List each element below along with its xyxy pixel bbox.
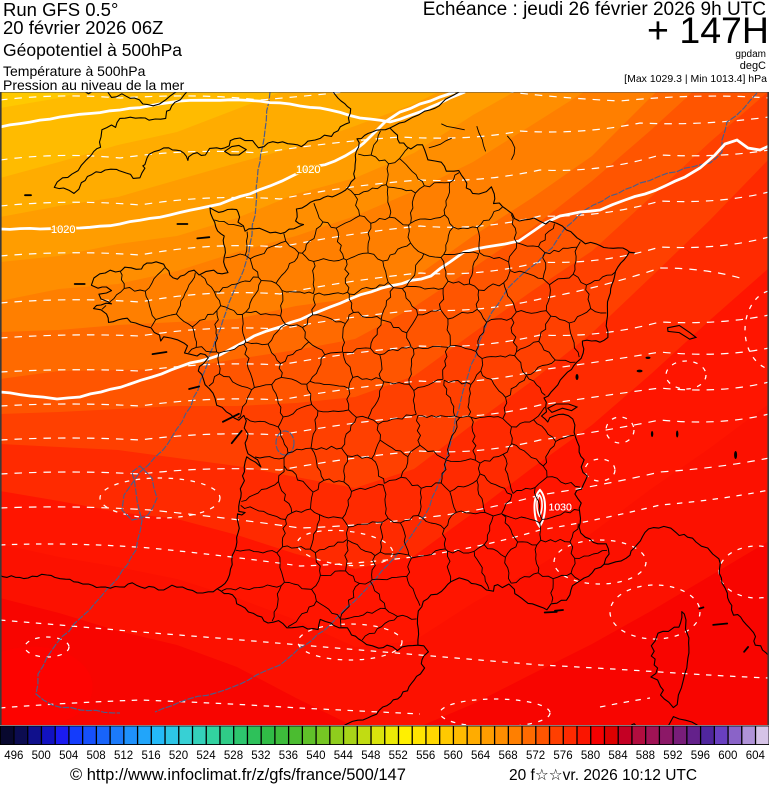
svg-text:500: 500 <box>32 750 51 762</box>
svg-text:584: 584 <box>608 750 628 762</box>
svg-text:520: 520 <box>169 750 188 762</box>
svg-text:568: 568 <box>499 750 518 762</box>
svg-text:536: 536 <box>279 750 298 762</box>
svg-text:504: 504 <box>59 750 79 762</box>
svg-text:1030: 1030 <box>549 502 573 514</box>
svg-text:516: 516 <box>142 750 161 762</box>
svg-text:1020: 1020 <box>296 164 320 176</box>
svg-text:600: 600 <box>718 750 737 762</box>
svg-text:572: 572 <box>526 750 545 762</box>
svg-text:596: 596 <box>691 750 710 762</box>
svg-text:576: 576 <box>553 750 572 762</box>
svg-text:524: 524 <box>196 750 216 762</box>
svg-text:592: 592 <box>663 750 682 762</box>
svg-text:540: 540 <box>306 750 325 762</box>
svg-text:564: 564 <box>471 750 491 762</box>
svg-text:552: 552 <box>389 750 408 762</box>
svg-text:1020: 1020 <box>296 164 320 176</box>
svg-text:588: 588 <box>636 750 655 762</box>
svg-text:1020: 1020 <box>51 224 75 236</box>
svg-text:508: 508 <box>87 750 106 762</box>
svg-text:512: 512 <box>114 750 133 762</box>
svg-text:560: 560 <box>444 750 463 762</box>
svg-text:496: 496 <box>4 750 23 762</box>
svg-text:556: 556 <box>416 750 435 762</box>
svg-text:604: 604 <box>746 750 766 762</box>
svg-text:548: 548 <box>361 750 380 762</box>
svg-text:532: 532 <box>251 750 270 762</box>
svg-text:1020: 1020 <box>51 224 75 236</box>
svg-text:1030: 1030 <box>549 502 573 514</box>
svg-text:528: 528 <box>224 750 243 762</box>
svg-text:544: 544 <box>334 750 354 762</box>
svg-text:580: 580 <box>581 750 600 762</box>
